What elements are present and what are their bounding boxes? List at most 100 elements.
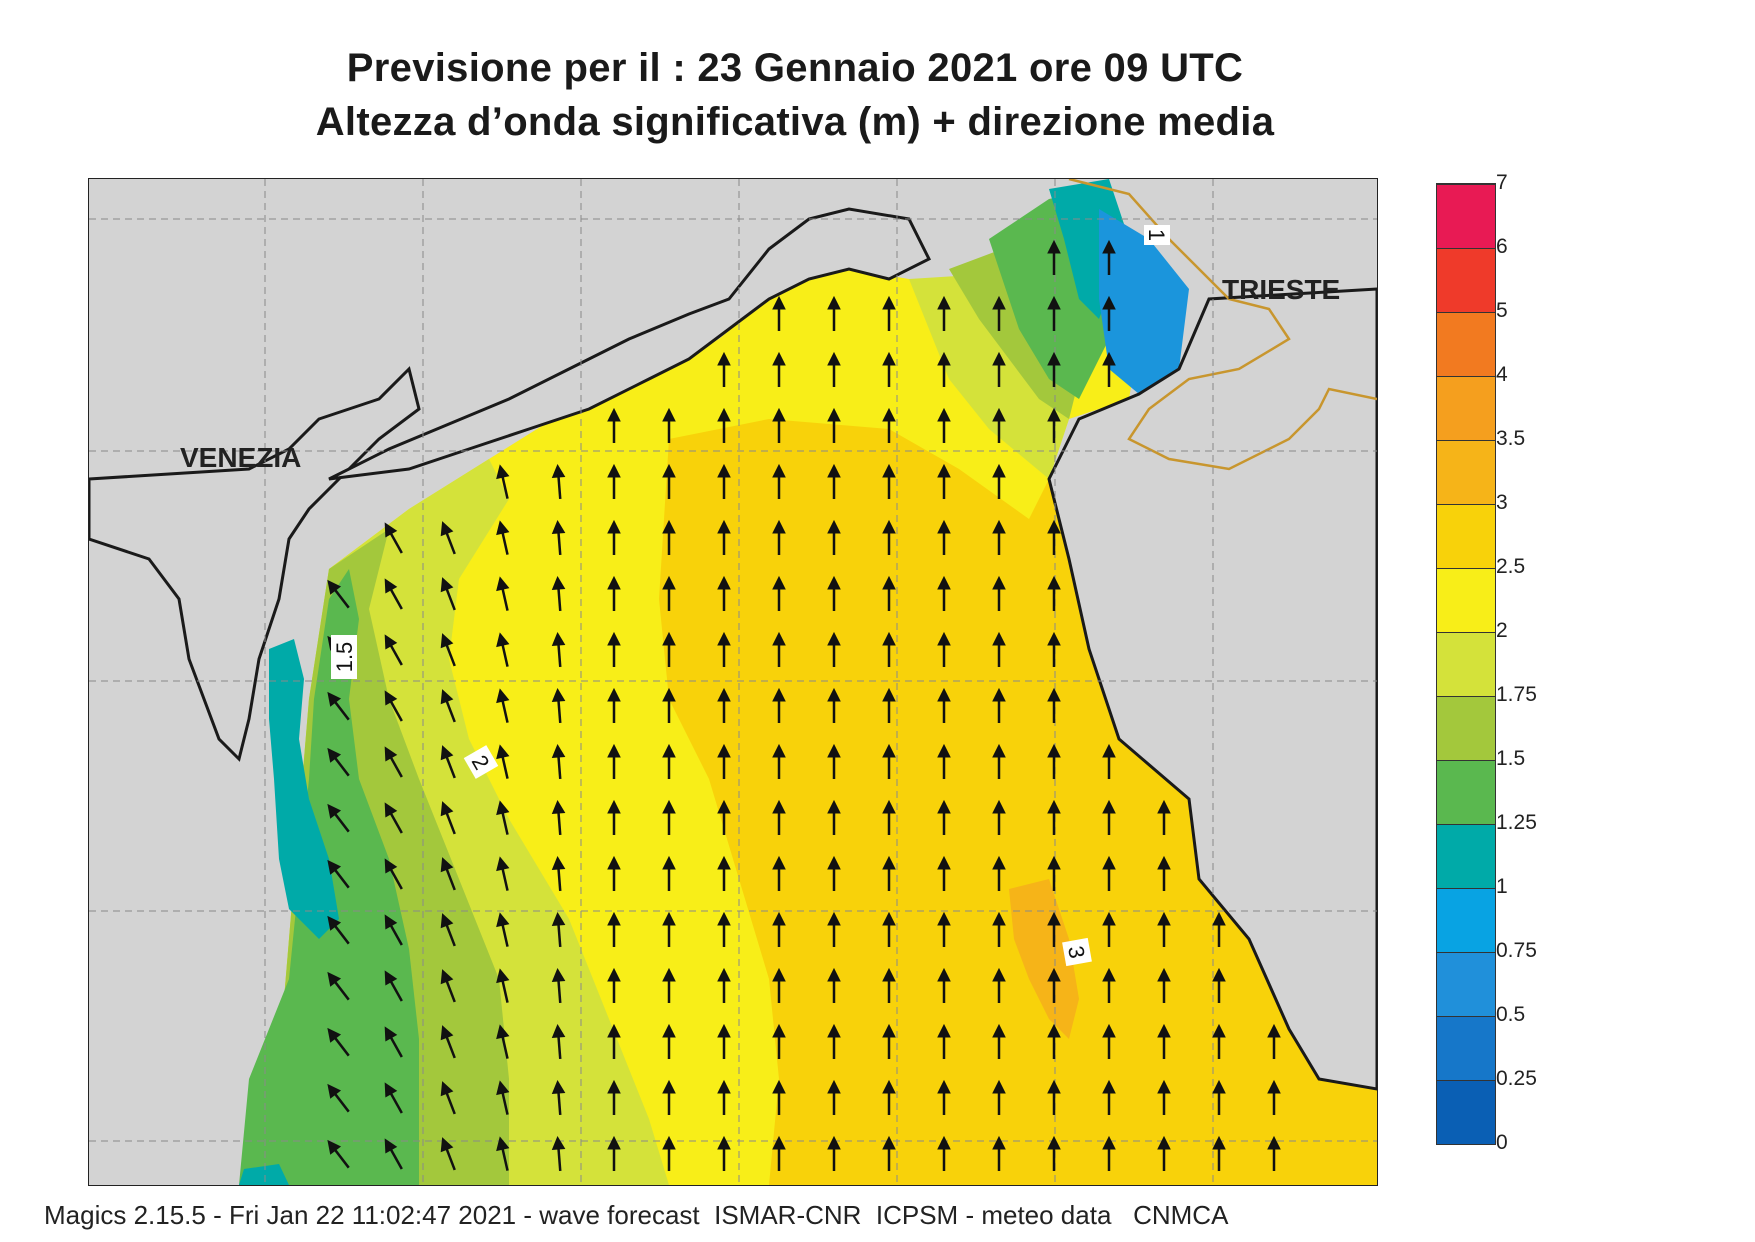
wave-arrow [551,1023,566,1060]
wave-arrow [1212,1023,1226,1059]
wave-arrow [1102,351,1116,387]
wave-arrow [551,687,566,724]
wave-arrow [327,1027,350,1057]
wave-arrow [937,407,951,443]
wave-arrow [717,1023,731,1059]
wave-arrow [607,631,621,667]
wave-arrow [440,969,456,1003]
wave-arrow [882,855,896,891]
wave-arrow [440,577,456,611]
wave-arrow [882,687,896,723]
wave-arrow [717,967,731,1003]
wave-arrow [882,743,896,779]
svg-text:1.5: 1.5 [332,642,357,673]
wave-arrow [717,463,731,499]
wave-arrow [772,1023,786,1059]
wave-arrow [327,803,350,833]
wave-arrow [992,351,1006,387]
wave-arrow [937,1079,951,1115]
legend-tick-label: 0.25 [1496,1067,1537,1090]
wave-arrow [496,856,510,891]
wave-arrow [882,911,896,947]
wave-arrow [937,631,951,667]
wave-arrow [717,911,731,947]
wave-arrow [384,858,403,890]
wave-arrow [827,799,841,835]
legend-color-segment [1437,824,1495,888]
wave-arrow [772,1079,786,1115]
wave-arrow [384,970,403,1002]
legend-color-segment [1437,312,1495,376]
wave-arrow [937,295,951,331]
wave-arrow [1157,1023,1171,1059]
wave-arrow [551,855,566,892]
wave-arrow [662,463,676,499]
wave-arrow [937,575,951,611]
wave-arrow [327,1083,350,1113]
wave-arrow [384,690,403,722]
wave-arrow [882,407,896,443]
wave-arrow [882,519,896,555]
wave-arrow [717,407,731,443]
wave-arrow [384,522,403,554]
legend-color-segment [1437,440,1495,504]
wave-arrow [1047,967,1061,1003]
legend-tick-label: 2 [1496,619,1508,642]
wave-arrow [662,1023,676,1059]
wave-direction-arrows [327,239,1281,1172]
wave-arrow [992,743,1006,779]
wave-arrow [1267,1079,1281,1115]
wave-zone-3 [1009,879,1079,1039]
wave-arrow [882,799,896,835]
wave-arrow [327,579,350,609]
wave-arrow [882,1079,896,1115]
wave-arrow [772,799,786,835]
wave-arrow [496,464,510,499]
legend-color-segment [1437,376,1495,440]
wave-arrow [1157,855,1171,891]
wave-arrow [496,688,510,723]
wave-arrow [551,799,566,836]
wave-arrow [327,747,350,777]
legend-tick-label: 5 [1496,299,1508,322]
wave-arrow [496,520,510,555]
wave-arrow [772,407,786,443]
wave-arrow [662,799,676,835]
wave-arrow [662,743,676,779]
wave-arrow [607,1023,621,1059]
wave-arrow [827,1079,841,1115]
wave-arrow [327,859,350,889]
land-venice-lagoon [89,366,421,762]
wave-arrow [827,295,841,331]
wave-arrow [1102,967,1116,1003]
wave-arrow [882,1135,896,1171]
wave-arrow [937,743,951,779]
wave-arrow [327,971,350,1001]
contour-label-1: 1 [1144,225,1170,245]
legend-color-segment [1437,568,1495,632]
wave-arrow [1102,911,1116,947]
wave-arrow [717,855,731,891]
legend-tick-label: 3 [1496,491,1508,514]
legend-tick-label: 1.5 [1496,747,1526,770]
wave-arrow [717,1079,731,1115]
wave-arrow [882,295,896,331]
wave-arrow [384,1082,403,1114]
wave-arrow [1047,855,1061,891]
wave-arrow [717,799,731,835]
wave-arrow [662,1135,676,1171]
wave-arrow [551,519,566,556]
legend-color-segment [1437,952,1495,1016]
legend-color-segment [1437,696,1495,760]
wave-arrow [607,743,621,779]
wave-arrow [992,519,1006,555]
city-label-trieste: TRIESTE [1222,274,1341,305]
wave-arrow [937,1023,951,1059]
wave-arrow [1047,351,1061,387]
wave-arrow [1102,295,1116,331]
wave-arrow [992,575,1006,611]
wave-arrow [1157,1135,1171,1171]
wave-arrow [327,915,350,945]
wave-arrow [440,521,456,555]
legend-tick-label: 1 [1496,875,1508,898]
